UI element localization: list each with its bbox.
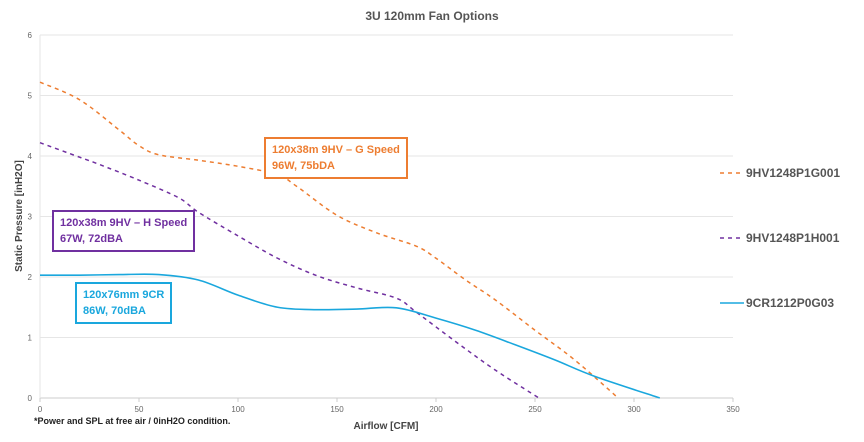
x-tick-label: 0 <box>38 405 43 414</box>
x-axis-label: Airflow [CFM] <box>354 421 419 432</box>
annotation-line: 96W, 75bDA <box>272 160 335 172</box>
annotation-line: 67W, 72dBA <box>60 233 123 245</box>
annotation-line: 86W, 70dBA <box>83 305 146 317</box>
annotation-line: 120x38m 9HV – H Speed <box>60 217 188 229</box>
legend-label: 9HV1248P1H001 <box>746 231 840 245</box>
x-tick-label: 50 <box>135 405 144 414</box>
chart-title: 3U 120mm Fan Options <box>365 9 499 23</box>
annotation-h-speed: 120x38m 9HV – H Speed 67W, 72dBA <box>52 210 196 252</box>
y-tick-label: 5 <box>28 92 33 101</box>
x-tick-label: 200 <box>429 405 443 414</box>
annotation-9cr: 120x76mm 9CR 86W, 70dBA <box>75 282 173 324</box>
series-line-9HV1248P1G001 <box>39 81 619 399</box>
y-tick-label: 1 <box>28 334 33 343</box>
y-tick-label: 3 <box>28 213 33 222</box>
x-tick-label: 150 <box>330 405 344 414</box>
y-tick-label: 2 <box>28 273 33 282</box>
series-line-9HV1248P1H001 <box>39 141 540 399</box>
y-axis-label: Static Pressure [inH2O] <box>14 160 25 272</box>
x-tick-label: 100 <box>231 405 245 414</box>
annotation-g-speed: 120x38m 9HV – G Speed 96W, 75bDA <box>264 137 408 179</box>
series-line-9CR1212P0G03 <box>39 273 660 399</box>
annotation-line: 120x38m 9HV – G Speed <box>272 144 400 156</box>
y-tick-label: 6 <box>28 31 33 40</box>
legend-label: 9CR1212P0G03 <box>746 296 834 310</box>
y-tick-label: 0 <box>28 394 33 403</box>
x-tick-label: 350 <box>726 405 740 414</box>
footnote: *Power and SPL at free air / 0inH2O cond… <box>34 416 231 426</box>
x-tick-label: 300 <box>627 405 641 414</box>
annotation-line: 120x76mm 9CR <box>83 289 165 301</box>
legend-label: 9HV1248P1G001 <box>746 166 840 180</box>
x-tick-label: 250 <box>528 405 542 414</box>
y-tick-label: 4 <box>28 152 33 161</box>
